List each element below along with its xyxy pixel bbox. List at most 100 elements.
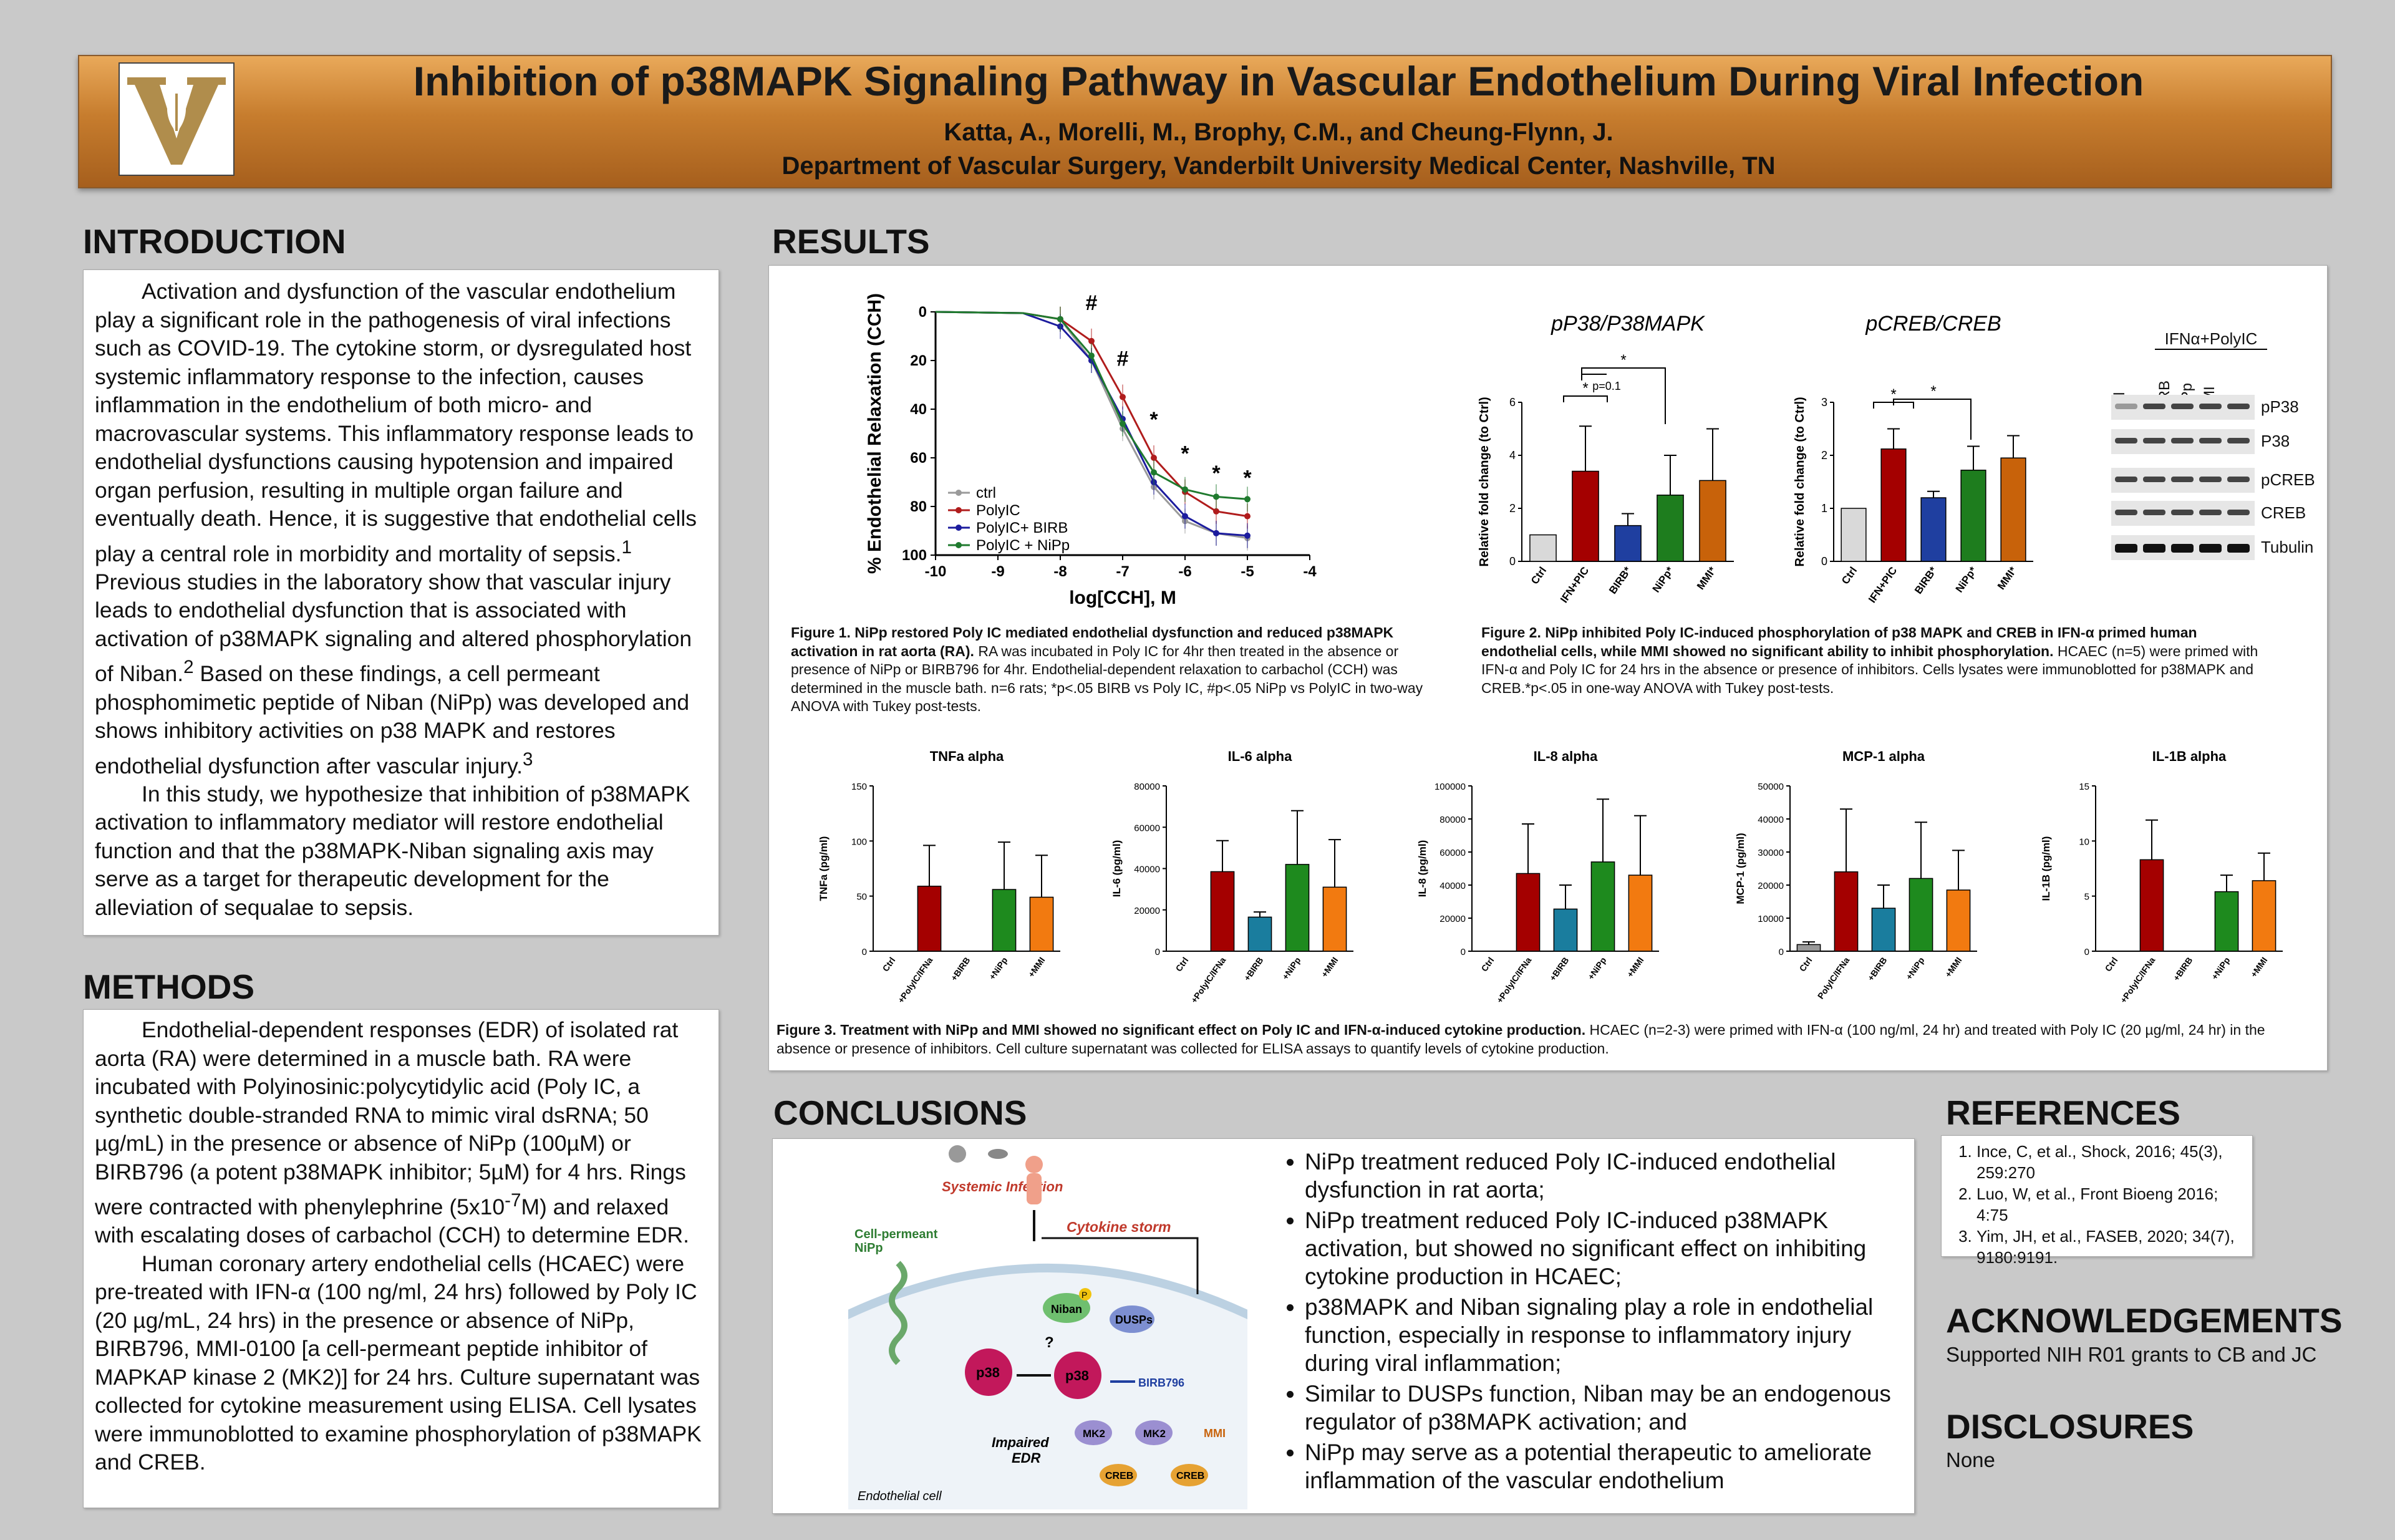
data-point — [1057, 316, 1063, 322]
category-label: +MMI — [1943, 956, 1963, 979]
y-tick-label: 40000 — [1439, 881, 1466, 891]
blot-band — [2143, 404, 2165, 409]
y-tick-label: 0 — [1509, 555, 1516, 568]
reference-item: Luo, W, et al., Front Bioeng 2016; 4:75 — [1976, 1183, 2243, 1226]
data-point — [1244, 513, 1251, 520]
citation-2: 2 — [183, 657, 194, 678]
significance-marker: * — [1149, 408, 1158, 432]
y-axis-title: IL-1B (pg/ml) — [2040, 836, 2052, 901]
y-tick-label: 4 — [1509, 449, 1516, 462]
bar — [2252, 880, 2276, 952]
y-tick-label: 0 — [1779, 947, 1784, 957]
methods-heading: METHODS — [83, 967, 254, 1006]
y-tick-label: 150 — [851, 782, 867, 792]
figure-1-caption-title: Figure 1. NiPp restored Poly IC mediated… — [791, 624, 1394, 659]
y-axis-title: MCP-1 (pg/ml) — [1735, 833, 1746, 904]
category-label: +PolyIC/IFNa — [2118, 955, 2157, 1005]
p38-node-right — [1054, 1352, 1101, 1399]
chart-title: pP38/P38MAPK — [1551, 312, 1705, 336]
intro-text-a: Activation and dysfunction of the vascul… — [95, 279, 697, 566]
blot-band-label: Tubulin — [2261, 538, 2314, 556]
phospho-icon — [1079, 1288, 1091, 1300]
category-label: IFN+PIC — [1866, 564, 1899, 605]
bar — [1909, 878, 1933, 952]
chart-title: MCP-1 alpha — [1842, 748, 1925, 764]
chart-title: IL-1B alpha — [2152, 748, 2227, 764]
category-label: +PolyIC/IFNa — [1494, 955, 1534, 1005]
bar — [1247, 916, 1272, 952]
x-tick-label: -8 — [1053, 563, 1067, 580]
blot-band — [2199, 544, 2222, 553]
significance-marker: # — [1117, 347, 1129, 371]
bar — [992, 889, 1017, 952]
bar — [1699, 480, 1726, 562]
bar — [1841, 508, 1867, 562]
category-label: +BIRB — [2171, 956, 2194, 983]
results-heading: RESULTS — [772, 222, 930, 261]
mk2-node-right — [1135, 1420, 1173, 1445]
data-point — [1151, 455, 1157, 461]
poster-header — [78, 55, 2332, 188]
citation-1: 1 — [621, 536, 632, 558]
legend-marker — [956, 507, 962, 513]
data-point — [1213, 508, 1219, 515]
methods-paragraph-1: Endothelial-dependent responses (EDR) of… — [95, 1016, 707, 1250]
y-tick-label: 20 — [910, 352, 927, 369]
reference-item: Yim, JH, et al., FASEB, 2020; 34(7), 918… — [1976, 1226, 2243, 1268]
chart-title: IL-6 alpha — [1228, 748, 1292, 764]
data-point — [1088, 352, 1095, 359]
y-tick-label: 0 — [2084, 947, 2089, 957]
references-box: Ince, C, et al., Shock, 2016; 45(3), 259… — [1941, 1135, 2253, 1267]
blot-band — [2115, 477, 2137, 482]
significance-marker: * — [1243, 467, 1252, 490]
category-label: +BIRB — [949, 956, 972, 983]
data-point — [1244, 532, 1251, 539]
y-axis-title: Relative fold change (to Ctrl) — [1478, 397, 1491, 566]
y-tick-label: 0 — [862, 947, 867, 957]
il1b-bar-chart: IL-1B alpha 0 5 10 15 IL-1B (pg/ml) Ctrl+PolyI… — [2040, 748, 2283, 1005]
blot-band — [2227, 438, 2250, 443]
y-tick-label: 80 — [910, 498, 927, 515]
blot-band — [2227, 510, 2250, 515]
citation-3: 3 — [523, 748, 533, 770]
data-point — [1120, 420, 1126, 427]
bar — [1796, 944, 1821, 952]
dusps-node — [1110, 1305, 1154, 1333]
bar — [1516, 873, 1541, 952]
pathway-diagram: Systemic Infection Cytokine storm Cell-p… — [848, 1145, 1247, 1509]
data-point — [1182, 486, 1188, 493]
blot-band — [2199, 477, 2222, 482]
niban-node — [1043, 1293, 1090, 1323]
endothelial-cell-label: Endothelial cell — [858, 1489, 942, 1503]
pcreb-bar-chart: pCREB/CREB 0 1 2 3 Relative fold change (to C… — [1793, 312, 2033, 605]
data-point — [1244, 496, 1251, 503]
cell-permeant-label: Cell-permeant — [854, 1228, 938, 1241]
blot-band — [2171, 510, 2194, 515]
blot-band — [2227, 404, 2250, 409]
il8-bar-chart: IL-8 alpha 0 20000 40000 60000 80000 100000 IL-… — [1416, 748, 1659, 1005]
p38-node-left — [965, 1349, 1012, 1396]
methods-text-b: M) and relaxed with escalating doses of … — [95, 1194, 689, 1248]
blot-band — [2227, 544, 2250, 553]
category-label: +MMI — [1625, 956, 1645, 979]
exponent: -7 — [505, 1190, 521, 1211]
category-label: +NiPp — [987, 956, 1009, 982]
figure-1-caption-text: RA was incubated in Poly IC for 4hr then… — [791, 642, 1423, 715]
methods-box: Endothelial-dependent responses (EDR) of… — [83, 1009, 719, 1508]
figure-1-caption: Figure 1. NiPp restored Poly IC mediated… — [791, 624, 1452, 716]
y-tick-label: 6 — [1509, 396, 1516, 409]
reference-item: Ince, C, et al., Shock, 2016; 45(3), 259… — [1976, 1141, 2243, 1183]
v-oak-leaf-icon — [127, 77, 226, 165]
creb-node-left — [1100, 1464, 1137, 1486]
category-label: Ctrl — [2103, 956, 2120, 974]
disclosures-text: None — [1946, 1448, 1995, 1471]
chart-title: pCREB/CREB — [1865, 312, 2001, 336]
blot-band — [2143, 510, 2165, 515]
p38-label-right: p38 — [1065, 1368, 1089, 1383]
y-tick-label: 0 — [1155, 947, 1160, 957]
conclusion-item: p38MAPK and Niban signaling play a role … — [1305, 1293, 1902, 1377]
edr-label: EDR — [1012, 1450, 1041, 1466]
mk2-node-left — [1075, 1420, 1112, 1445]
methods-paragraph-2: Human coronary artery endothelial cells … — [95, 1251, 702, 1475]
conclusions-list-wrapper: NiPp treatment reduced Poly IC-induced e… — [1279, 1148, 1902, 1497]
